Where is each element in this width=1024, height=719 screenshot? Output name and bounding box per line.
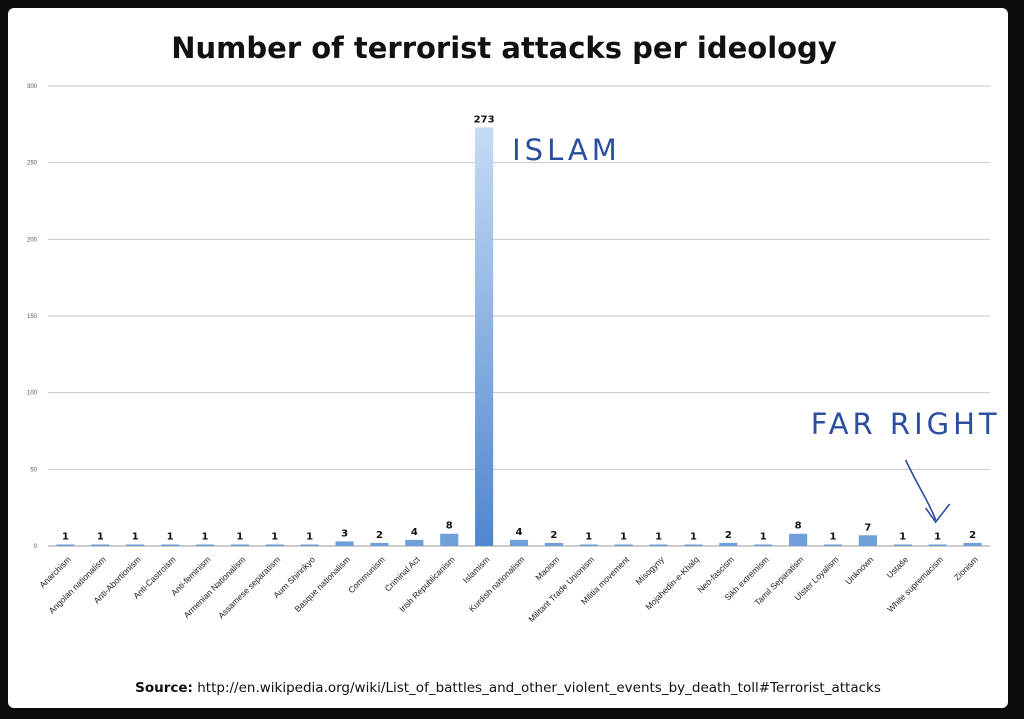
bar-neo-fascism [719, 542, 738, 546]
data-label-usta-e: 1 [899, 531, 906, 542]
data-label-tamil-separatism: 8 [795, 521, 802, 532]
y-tick-label-50: 50 [30, 467, 37, 473]
x-tick-label-militant-trade-unionism: Militant Trade Unionism [526, 554, 596, 624]
x-tick-label-maoism: Maoism [533, 554, 561, 582]
x-tick-label-islamism: Islamism [461, 554, 492, 585]
handwritten-annotations: ISLAM FAR RIGHT [512, 133, 1001, 524]
bar-basque-nationalism [335, 541, 354, 546]
bar-unknown [858, 535, 877, 546]
data-label-anti-feminism: 1 [202, 531, 209, 542]
data-label-sikh-extremism: 1 [760, 531, 767, 542]
y-tick-label-150: 150 [27, 314, 38, 320]
data-label-criminal-act: 4 [411, 527, 418, 538]
data-label-anti-castroism: 1 [167, 531, 174, 542]
gridlines [48, 85, 990, 547]
bar-tamil-separatism [789, 533, 808, 546]
y-tick-label-300: 300 [27, 84, 38, 90]
y-tick-label-100: 100 [27, 391, 38, 397]
bar-anti-abortionism [126, 544, 145, 546]
bar-chart: Number of terrorist attacks per ideology… [27, 31, 1001, 624]
bar-anti-castroism [161, 544, 180, 546]
x-tick-label-anarchism: Anarchism [37, 554, 72, 589]
annotation-arrow-head [925, 503, 951, 524]
data-label-basque-nationalism: 3 [341, 528, 348, 539]
bar-aum-shinrikyo [300, 544, 319, 546]
bar-white-supremacism [928, 544, 947, 546]
bar-militant-trade-unionism [579, 544, 598, 546]
bar-usta-e [893, 544, 912, 546]
bar-irish-republicanism [440, 533, 459, 546]
bar-ulster-loyalism [823, 544, 843, 546]
annotation-arrow-shaft [904, 459, 937, 521]
annotation-islam: ISLAM [512, 133, 621, 167]
bar-islamism [475, 127, 494, 547]
data-label-militia-movement: 1 [620, 531, 627, 542]
source-line: Source: http://en.wikipedia.org/wiki/Lis… [8, 680, 1008, 696]
source-url: http://en.wikipedia.org/wiki/List_of_bat… [197, 680, 881, 696]
data-label-anti-abortionism: 1 [132, 531, 139, 542]
bar-maoism [544, 542, 563, 546]
data-label-misogyny: 1 [655, 531, 662, 542]
data-label-assamese-separatism: 1 [271, 531, 278, 542]
y-tick-label-0: 0 [34, 544, 38, 550]
x-tick-label-zionism: Zionism [952, 554, 980, 582]
bar-armenian-nationalism [230, 544, 249, 546]
x-tick-label-misogyny: Misogyny [634, 554, 667, 587]
data-label-aum-shinrikyo: 1 [306, 531, 313, 542]
bar-anti-feminism [195, 544, 215, 546]
x-tick-label-usta-e: Ustaše [884, 554, 910, 580]
data-label-maoism: 2 [550, 530, 557, 541]
bar-militia-movement [614, 544, 633, 546]
bar-kurdish-nationalism [509, 539, 529, 546]
source-label: Source: [135, 680, 193, 696]
x-tick-label-communism: Communism [346, 554, 387, 595]
data-label-neo-fascism: 2 [725, 530, 732, 541]
y-axis-ticks: 0 50 100 150 200 250 300 [27, 84, 38, 550]
bar-angolan-nationalism [91, 544, 110, 546]
bars [56, 127, 982, 547]
data-label-armenian-nationalism: 1 [236, 531, 243, 542]
x-tick-label-assamese-separatism: Assamese separatism [216, 554, 282, 620]
bar-assamese-separatism [265, 544, 284, 546]
y-tick-label-250: 250 [27, 161, 38, 167]
data-label-kurdish-nationalism: 4 [516, 527, 523, 538]
bar-communism [370, 542, 389, 546]
data-label-unknown: 7 [864, 522, 871, 533]
bar-sikh-extremism [754, 544, 773, 546]
data-label-anarchism: 1 [62, 531, 69, 542]
data-label-zionism: 2 [969, 530, 976, 541]
data-label-militant-trade-unionism: 1 [585, 531, 592, 542]
y-tick-label-200: 200 [27, 237, 38, 243]
x-tick-label-unknown: Unknown [843, 554, 875, 586]
bar-criminal-act [405, 539, 424, 546]
bar-mojahedin-e-khalq [684, 544, 703, 546]
annotation-far-right: FAR RIGHT [811, 407, 1001, 441]
data-label-mojahedin-e-khalq: 1 [690, 531, 697, 542]
chart-title: Number of terrorist attacks per ideology [171, 31, 837, 65]
bar-anarchism [56, 544, 75, 546]
data-label-white-supremacism: 1 [934, 531, 941, 542]
bar-misogyny [649, 544, 668, 546]
x-tick-label-armenian-nationalism: Armenian Nationalism [181, 554, 247, 620]
data-label-ulster-loyalism: 1 [830, 531, 837, 542]
data-labels: 1 1 1 1 1 1 1 1 3 2 4 8 273 4 2 1 1 1 1 2 1 8 1 7 1 1 2 [62, 114, 976, 542]
data-label-angolan-nationalism: 1 [97, 531, 104, 542]
data-label-irish-republicanism: 8 [446, 521, 453, 532]
chart-frame: Number of terrorist attacks per ideology… [8, 8, 1008, 708]
data-label-islamism: 273 [474, 114, 495, 125]
bar-zionism [963, 542, 982, 546]
data-label-communism: 2 [376, 530, 383, 541]
